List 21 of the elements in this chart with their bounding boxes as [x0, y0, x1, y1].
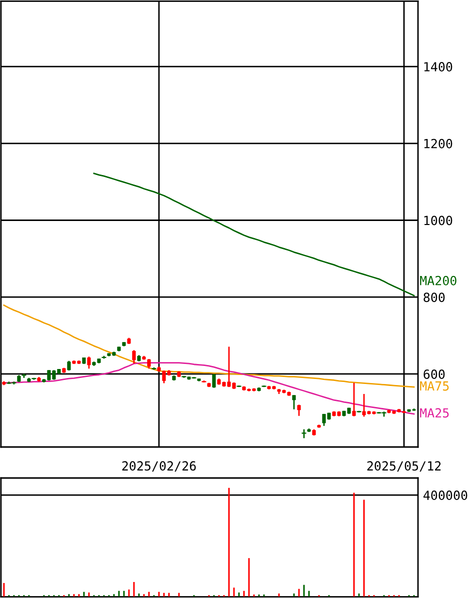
y-tick-label: 400000 — [423, 490, 468, 500]
y-tick-label: 600 — [424, 369, 445, 379]
series-label: MA200 — [420, 276, 456, 286]
x-tick-label: 2025/02/26 — [122, 461, 196, 472]
line-series — [93, 172, 415, 296]
line-series — [3, 304, 415, 388]
candlestick — [352, 382, 356, 417]
candlestick — [297, 404, 301, 417]
candlestick — [87, 356, 91, 370]
candlestick — [147, 358, 151, 370]
series-label: MA75 — [420, 381, 449, 391]
candlestick — [67, 360, 71, 372]
y-tick-label: 1200 — [424, 138, 452, 148]
y-tick-label: 1000 — [424, 216, 452, 226]
x-tick-label: 2025/05/12 — [367, 461, 441, 472]
candlestick — [292, 394, 296, 410]
candlestick — [132, 349, 136, 364]
y-tick-label: 1400 — [424, 62, 452, 72]
y-tick-label: 800 — [424, 292, 445, 302]
series-label: MA25 — [420, 408, 449, 418]
candlestick — [212, 373, 216, 389]
